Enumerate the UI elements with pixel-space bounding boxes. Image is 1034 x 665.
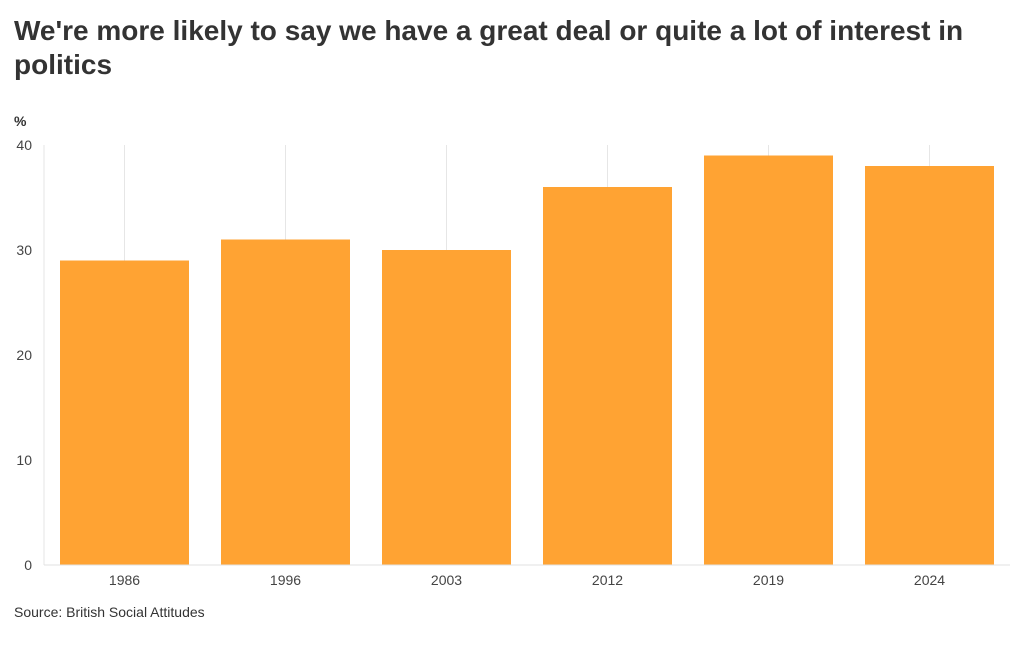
- source-note: Source: British Social Attitudes: [14, 604, 205, 620]
- x-tick-1986: 1986: [109, 572, 140, 588]
- y-tick-20: 20: [16, 347, 32, 363]
- bar-2003: [382, 250, 511, 565]
- x-tick-labels: 1986 1996 2003 2012 2019 2024: [109, 572, 945, 588]
- y-tick-0: 0: [24, 557, 32, 573]
- bars: [60, 155, 994, 565]
- x-tick-1996: 1996: [270, 572, 301, 588]
- chart-title: We're more likely to say we have a great…: [14, 15, 964, 80]
- x-tick-2019: 2019: [753, 572, 784, 588]
- x-tick-2003: 2003: [431, 572, 462, 588]
- bar-1996: [221, 239, 350, 565]
- y-tick-40: 40: [16, 137, 32, 153]
- y-tick-10: 10: [16, 452, 32, 468]
- y-tick-labels: 0 10 20 30 40: [16, 137, 32, 573]
- x-tick-2012: 2012: [592, 572, 623, 588]
- bar-2024: [865, 166, 994, 565]
- x-tick-2024: 2024: [914, 572, 945, 588]
- bar-2019: [704, 155, 833, 565]
- bar-2012: [543, 187, 672, 565]
- y-tick-30: 30: [16, 242, 32, 258]
- y-axis-label: %: [14, 113, 27, 129]
- bar-1986: [60, 260, 189, 565]
